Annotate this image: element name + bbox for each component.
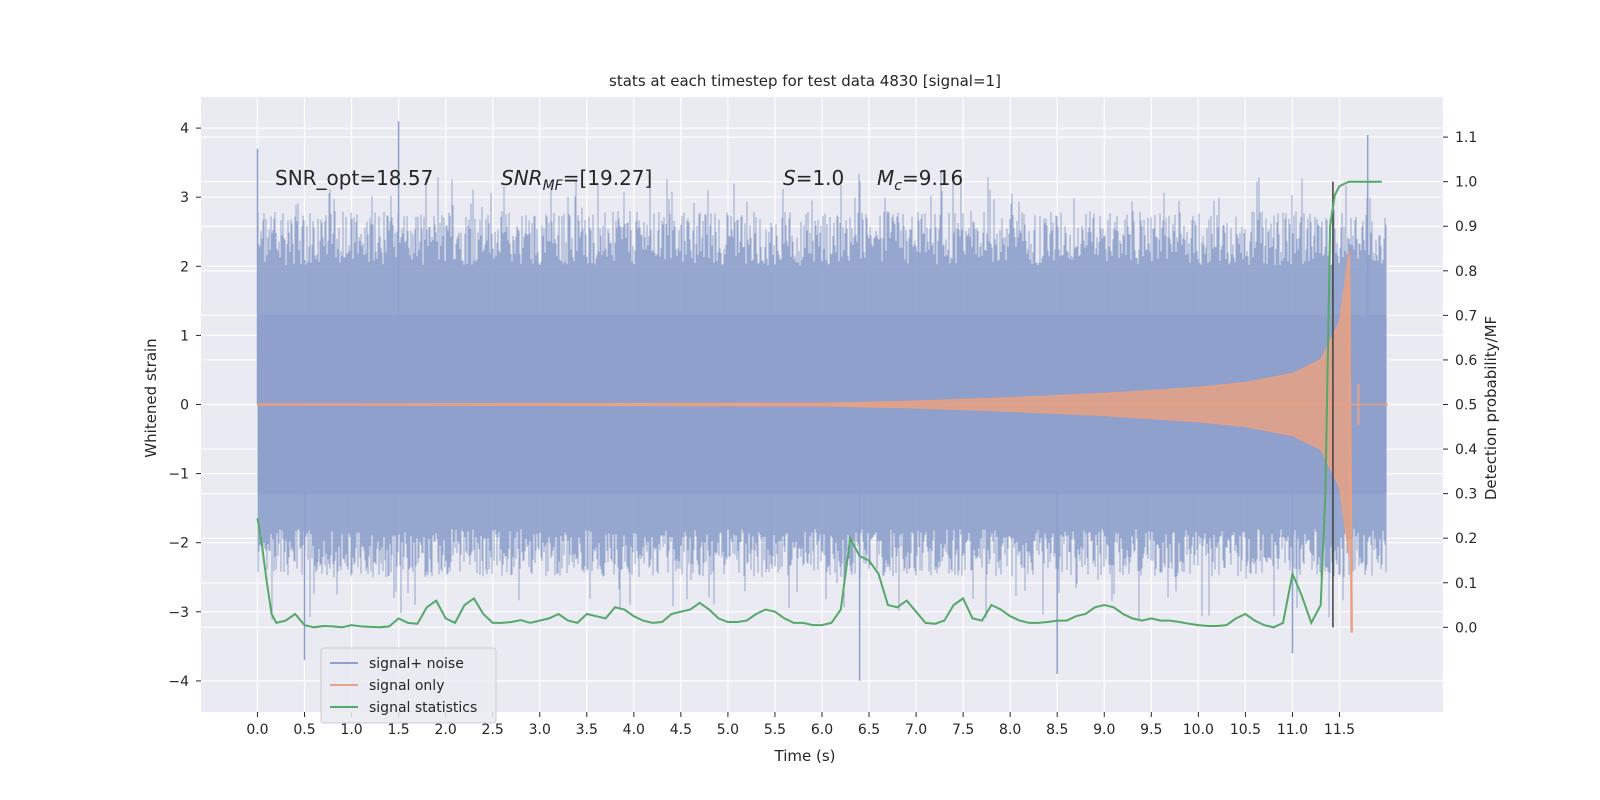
y-tick-label: 2	[180, 259, 189, 275]
mc-base: M	[877, 166, 894, 190]
y2-tick-label: 1.1	[1455, 130, 1477, 146]
y2-tick-label: 0.8	[1455, 264, 1477, 280]
noise-peaks	[256, 121, 1369, 681]
y2-tick-label: 0.9	[1455, 219, 1477, 235]
snr-mf-annotation: SNRMF=[19.27]	[501, 166, 652, 194]
x-tick-label: 8.0	[999, 722, 1021, 738]
x-tick-label: 5.0	[717, 722, 739, 738]
y-axis-ticks: 4 3 2 1 0 −1 −2 −3 −4	[168, 121, 201, 690]
y2-tick-label: 0.7	[1455, 308, 1477, 324]
x-tick-label: 1.5	[387, 722, 409, 738]
signal-statistics-line	[256, 180, 1382, 629]
snr-opt-annotation: SNR_opt=18.57	[275, 166, 433, 190]
x-tick-label: 9.5	[1140, 722, 1162, 738]
mc-sub: c	[894, 178, 902, 194]
x-axis-ticks: 0.0 0.5 1.0 1.5 2.0 2.5 3.0 3.5 4.0 4.5 5.0 5.5 6.0 6…	[246, 712, 1355, 738]
x-axis-label: Time (s)	[774, 747, 836, 765]
y-tick-label: 4	[180, 121, 189, 137]
signal-merger-spike	[1347, 252, 1353, 633]
y-tick-label: −3	[168, 605, 189, 621]
x-tick-label: 0.0	[246, 722, 268, 738]
y-tick-label: 1	[180, 328, 189, 344]
legend-label-stats: signal statistics	[369, 700, 477, 716]
x-tick-label: 5.5	[764, 722, 786, 738]
x-tick-label: 3.0	[529, 722, 551, 738]
y2-tick-label: 0.6	[1455, 353, 1477, 369]
mc-annotation: Mc=9.16	[877, 166, 963, 194]
x-tick-label: 7.5	[952, 722, 974, 738]
y2-tick-label: 0.4	[1455, 442, 1477, 458]
mc-value: =9.16	[902, 166, 963, 190]
snr-mf-value: =[19.27]	[563, 166, 653, 190]
x-tick-label: 6.5	[858, 722, 880, 738]
chart-title: stats at each timestep for test data 483…	[609, 72, 1001, 90]
y-axis-label: Whitened strain	[142, 338, 160, 457]
snr-mf-sub: MF	[543, 178, 564, 194]
y-tick-label: −1	[168, 467, 189, 483]
x-tick-label: 11.0	[1277, 722, 1308, 738]
x-tick-label: 3.5	[576, 722, 598, 738]
y-tick-label: 3	[180, 190, 189, 206]
x-tick-label: 7.0	[905, 722, 927, 738]
x-tick-label: 1.0	[340, 722, 362, 738]
y2-axis-label: Detection probability/MF	[1482, 316, 1500, 500]
y-tick-label: 0	[180, 398, 189, 414]
y-tick-label: −2	[168, 536, 189, 552]
y2-tick-label: 0.2	[1455, 531, 1477, 547]
x-tick-label: 2.0	[435, 722, 457, 738]
x-tick-label: 10.5	[1230, 722, 1261, 738]
y-tick-label: −4	[168, 674, 189, 690]
x-tick-label: 2.5	[482, 722, 504, 738]
s-base: S	[783, 166, 796, 190]
y2-tick-label: 1.0	[1455, 175, 1477, 191]
x-tick-label: 6.0	[811, 722, 833, 738]
y2-axis-ticks: 1.1 1.0 0.9 0.8 0.7 0.6 0.5 0.4 0.3 0.2 0.1 0.0	[1443, 130, 1477, 636]
x-tick-label: 4.5	[670, 722, 692, 738]
snr-mf-base: SNR	[501, 166, 543, 190]
signal-only-series	[257, 252, 1388, 633]
legend-label-noise: signal+ noise	[369, 656, 464, 672]
legend: signal+ noise signal only signal statist…	[320, 647, 497, 724]
x-tick-label: 8.5	[1046, 722, 1068, 738]
y2-tick-label: 0.0	[1455, 620, 1477, 636]
x-tick-label: 10.0	[1183, 722, 1214, 738]
s-value: =1.0	[796, 166, 845, 190]
s-annotation: S=1.0	[783, 166, 844, 190]
x-tick-label: 0.5	[293, 722, 315, 738]
legend-box	[320, 647, 497, 724]
x-tick-label: 4.0	[623, 722, 645, 738]
y2-tick-label: 0.5	[1455, 398, 1477, 414]
x-tick-label: 9.0	[1093, 722, 1115, 738]
y2-tick-label: 0.3	[1455, 487, 1477, 503]
y2-tick-label: 0.1	[1455, 576, 1477, 592]
legend-label-signal: signal only	[369, 678, 444, 694]
x-tick-label: 11.5	[1324, 722, 1355, 738]
